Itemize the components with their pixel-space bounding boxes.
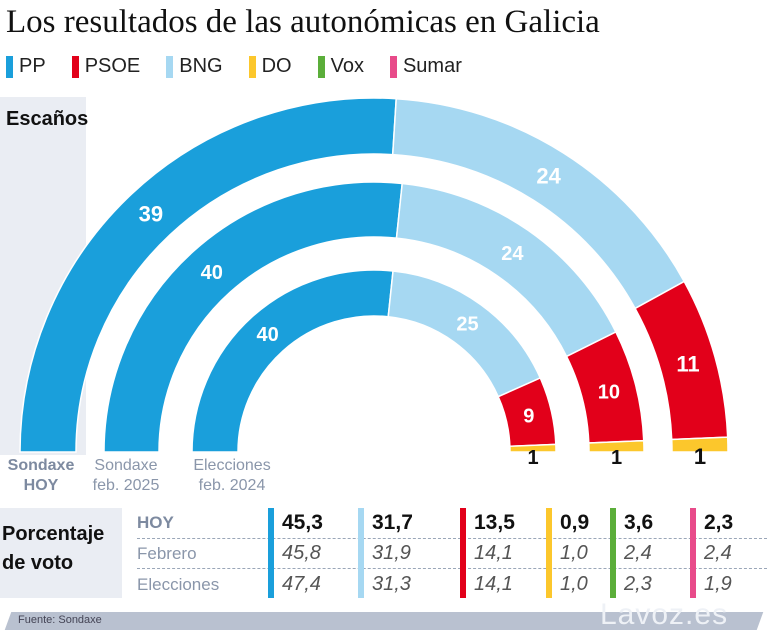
ring-label-line: feb. 2024 xyxy=(198,477,266,494)
vote-value-psoe: 13,5 xyxy=(474,511,515,534)
legend-label: PP xyxy=(19,55,46,77)
row-label-elecciones: Elecciones xyxy=(137,575,220,594)
vote-value-bng: 31,3 xyxy=(372,573,411,595)
vote-value-pp: 47,4 xyxy=(282,573,321,595)
legend-swatch xyxy=(248,55,256,78)
vote-bar-pp xyxy=(268,508,274,598)
vote-value-vox: 2,4 xyxy=(624,542,652,564)
seat-label-pp: 40 xyxy=(201,262,223,284)
ring-label-line: Elecciones xyxy=(193,457,271,474)
vote-value-do: 0,9 xyxy=(560,511,590,534)
vote-value-psoe: 14,1 xyxy=(474,573,513,595)
vote-title: Porcentaje de voto xyxy=(2,520,104,578)
vote-value-sumar: 1,9 xyxy=(704,573,732,595)
seat-arc-do xyxy=(588,439,645,453)
seats-title: Escaños xyxy=(6,108,89,130)
ring-label-line: Sondaxe xyxy=(94,457,158,474)
legend-item-psoe: PSOE xyxy=(71,55,141,78)
vote-value-pp: 45,3 xyxy=(282,511,323,534)
legend: PP PSOE BNG DO Vox Sumar xyxy=(6,55,462,78)
vote-value-psoe: 14,1 xyxy=(474,542,513,564)
ring-label-line: HOY xyxy=(23,477,59,494)
vote-panel xyxy=(0,508,122,598)
seat-label-pp: 39 xyxy=(139,201,163,226)
vote-value-sumar: 2,3 xyxy=(704,511,734,534)
ring-label-hoy: Sondaxe HOY xyxy=(0,456,82,496)
ring-label-line: Sondaxe xyxy=(7,457,75,474)
vote-value-vox: 2,3 xyxy=(624,573,652,595)
seat-label-do: 1 xyxy=(694,444,706,469)
ring-label-elecciones: Elecciones feb. 2024 xyxy=(184,456,280,496)
legend-swatch xyxy=(166,55,174,78)
legend-label: Sumar xyxy=(402,55,462,77)
vote-title-line: Porcentaje xyxy=(2,523,105,545)
row-label-febrero: Febrero xyxy=(137,544,197,563)
vote-value-do: 1,0 xyxy=(560,573,588,595)
ring-label-line: feb. 2025 xyxy=(92,477,160,494)
seat-label-pp: 40 xyxy=(256,324,278,346)
seat-arc-do xyxy=(509,443,557,453)
legend-item-vox: Vox xyxy=(317,55,364,78)
seat-arc-do xyxy=(670,436,729,453)
legend-item-do: DO xyxy=(248,55,292,78)
legend-label: DO xyxy=(261,55,292,77)
legend-item-sumar: Sumar xyxy=(389,55,462,78)
legend-swatch xyxy=(317,55,325,78)
seat-label-bng: 24 xyxy=(536,164,561,189)
legend-label: Vox xyxy=(330,55,364,77)
seat-label-bng: 24 xyxy=(501,243,524,265)
legend-swatch xyxy=(71,55,79,78)
row-divider xyxy=(137,568,767,569)
seat-label-psoe: 9 xyxy=(523,406,534,428)
seat-label-psoe: 10 xyxy=(598,382,620,404)
row-divider xyxy=(137,538,767,539)
vote-value-do: 1,0 xyxy=(560,542,588,564)
legend-item-bng: BNG xyxy=(166,55,223,78)
row-label-hoy: HOY xyxy=(137,513,174,532)
ring-label-feb2025: Sondaxe feb. 2025 xyxy=(86,456,166,496)
legend-label: BNG xyxy=(179,55,223,77)
brand-watermark: Lavoz.es xyxy=(600,598,729,631)
vote-title-line: de voto xyxy=(2,552,74,574)
seat-label-do: 1 xyxy=(527,447,538,469)
vote-value-sumar: 2,4 xyxy=(704,542,732,564)
vote-bar-vox xyxy=(610,508,616,598)
vote-value-bng: 31,7 xyxy=(372,511,413,534)
vote-value-bng: 31,9 xyxy=(372,542,411,564)
vote-value-pp: 45,8 xyxy=(282,542,321,564)
legend-swatch xyxy=(6,55,13,78)
legend-item-pp: PP xyxy=(6,55,46,78)
vote-value-vox: 3,6 xyxy=(624,511,654,534)
legend-swatch xyxy=(389,55,397,78)
legend-label: PSOE xyxy=(84,55,141,77)
seat-label-do: 1 xyxy=(611,447,622,469)
seat-label-bng: 25 xyxy=(456,313,478,335)
vote-bar-do xyxy=(546,508,552,598)
seat-label-psoe: 11 xyxy=(676,351,699,376)
source: Fuente: Sondaxe xyxy=(18,614,102,626)
vote-bar-sumar xyxy=(690,508,696,598)
vote-bar-bng xyxy=(358,508,364,598)
chart-title: Los resultados de las autonómicas en Gal… xyxy=(6,4,600,40)
vote-bar-psoe xyxy=(460,508,466,598)
